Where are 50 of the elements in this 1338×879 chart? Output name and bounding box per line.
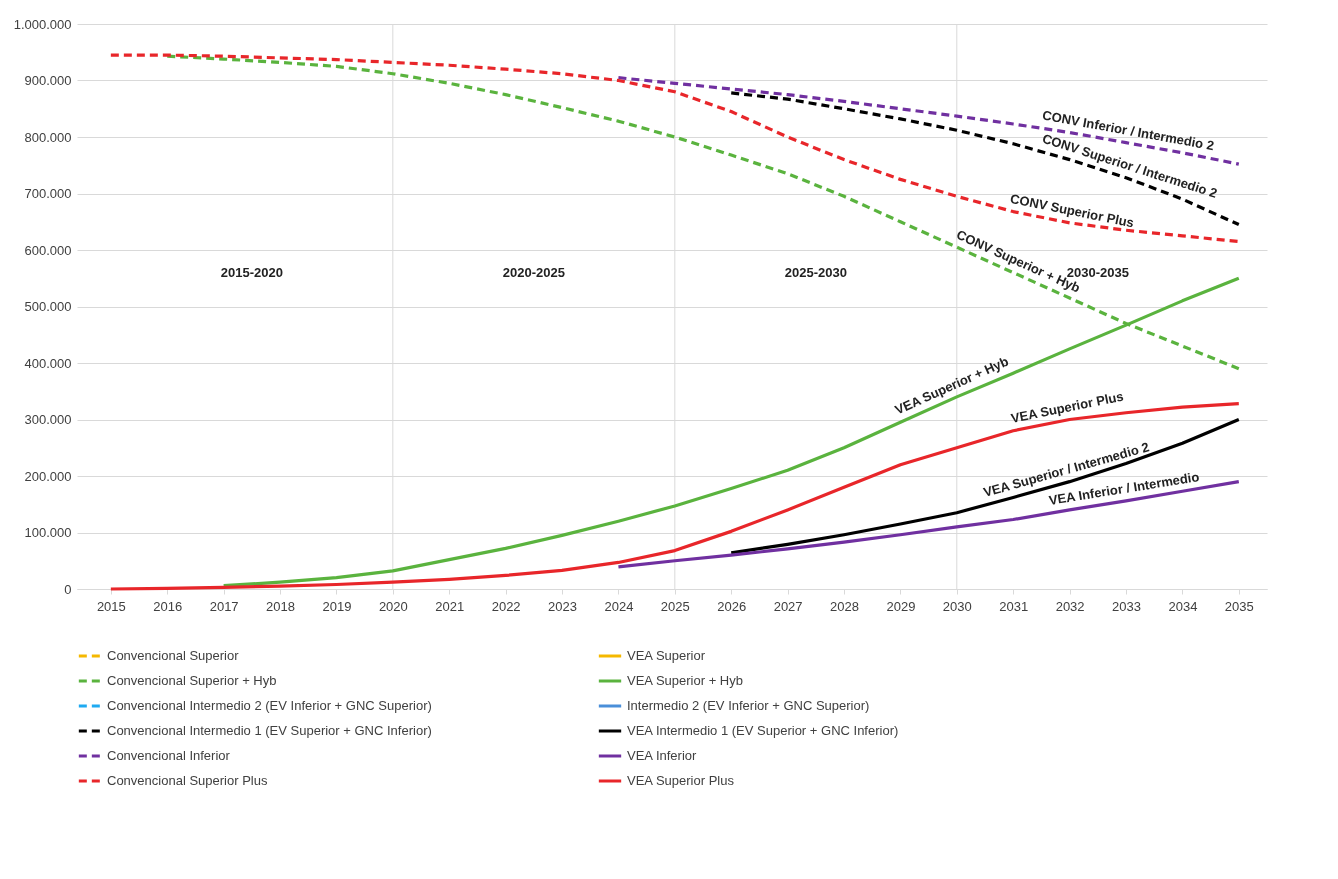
legend-label: VEA Superior Plus <box>627 773 735 788</box>
y-tick-label: 100.000 <box>24 525 72 540</box>
x-tick-label: 2028 <box>830 598 859 614</box>
x-tick-label: 2031 <box>999 598 1029 614</box>
x-tick-label: 2029 <box>886 598 916 614</box>
legend-label: Convencional Superior Plus <box>107 773 268 788</box>
annotation: 2015-2020 <box>220 264 283 280</box>
legend-label: Convencional Superior <box>107 648 240 663</box>
y-tick-label: 1.000.000 <box>13 16 72 32</box>
x-tick-label: 2033 <box>1112 598 1141 614</box>
legend-label: VEA Superior <box>627 648 706 663</box>
annotation: 2020-2025 <box>502 264 565 280</box>
x-tick-label: 2024 <box>604 598 634 614</box>
legend-label: Convencional Inferior <box>107 748 231 763</box>
annotation: VEA Superior Plus <box>1009 388 1125 426</box>
x-tick-label: 2020 <box>378 598 408 614</box>
x-tick-label: 2021 <box>435 598 465 614</box>
x-tick-label: 2025 <box>660 598 690 614</box>
annotation: CONV Superior Plus <box>1008 190 1136 231</box>
x-tick-label: 2015 <box>96 598 126 614</box>
x-tick-label: 2030 <box>942 598 972 614</box>
x-tick-label: 2032 <box>1055 598 1085 614</box>
y-tick-label: 0 <box>64 581 72 597</box>
x-tick-label: 2022 <box>491 598 521 614</box>
x-tick-label: 2019 <box>322 598 352 614</box>
legend-label: Convencional Intermedio 2 (EV Inferior + GNC Superior) <box>107 698 432 713</box>
y-tick-label: 200.000 <box>24 468 72 484</box>
x-tick-label: 2023 <box>548 598 577 614</box>
y-tick-label: 300.000 <box>24 412 72 427</box>
annotation: 2025-2030 <box>784 264 847 280</box>
x-tick-label: 2027 <box>773 598 803 614</box>
y-tick-label: 900.000 <box>24 73 72 88</box>
legend-label: VEA Inferior <box>627 748 698 763</box>
y-tick-label: 800.000 <box>24 129 72 145</box>
x-tick-label: 2034 <box>1168 598 1198 614</box>
x-tick-label: 2026 <box>717 598 747 614</box>
legend-label: Intermedio 2 (EV Inferior + GNC Superior) <box>627 698 870 713</box>
y-tick-label: 400.000 <box>24 355 72 371</box>
y-tick-label: 500.000 <box>24 299 72 314</box>
legend-label: Convencional Superior + Hyb <box>107 673 277 688</box>
y-tick-label: 700.000 <box>24 186 72 201</box>
x-tick-label: 2016 <box>153 598 183 614</box>
legend-label: VEA Intermedio 1 (EV Superior + GNC Inferior) <box>627 723 899 738</box>
legend-label: Convencional Intermedio 1 (EV Superior + GNC Inferior) <box>107 723 432 738</box>
x-tick-label: 2035 <box>1224 598 1254 614</box>
annotation: 2030-2035 <box>1066 264 1129 280</box>
y-tick-label: 600.000 <box>24 242 72 258</box>
legend-label: VEA Superior + Hyb <box>627 673 743 688</box>
x-tick-label: 2018 <box>266 598 295 614</box>
x-tick-label: 2017 <box>209 598 239 614</box>
